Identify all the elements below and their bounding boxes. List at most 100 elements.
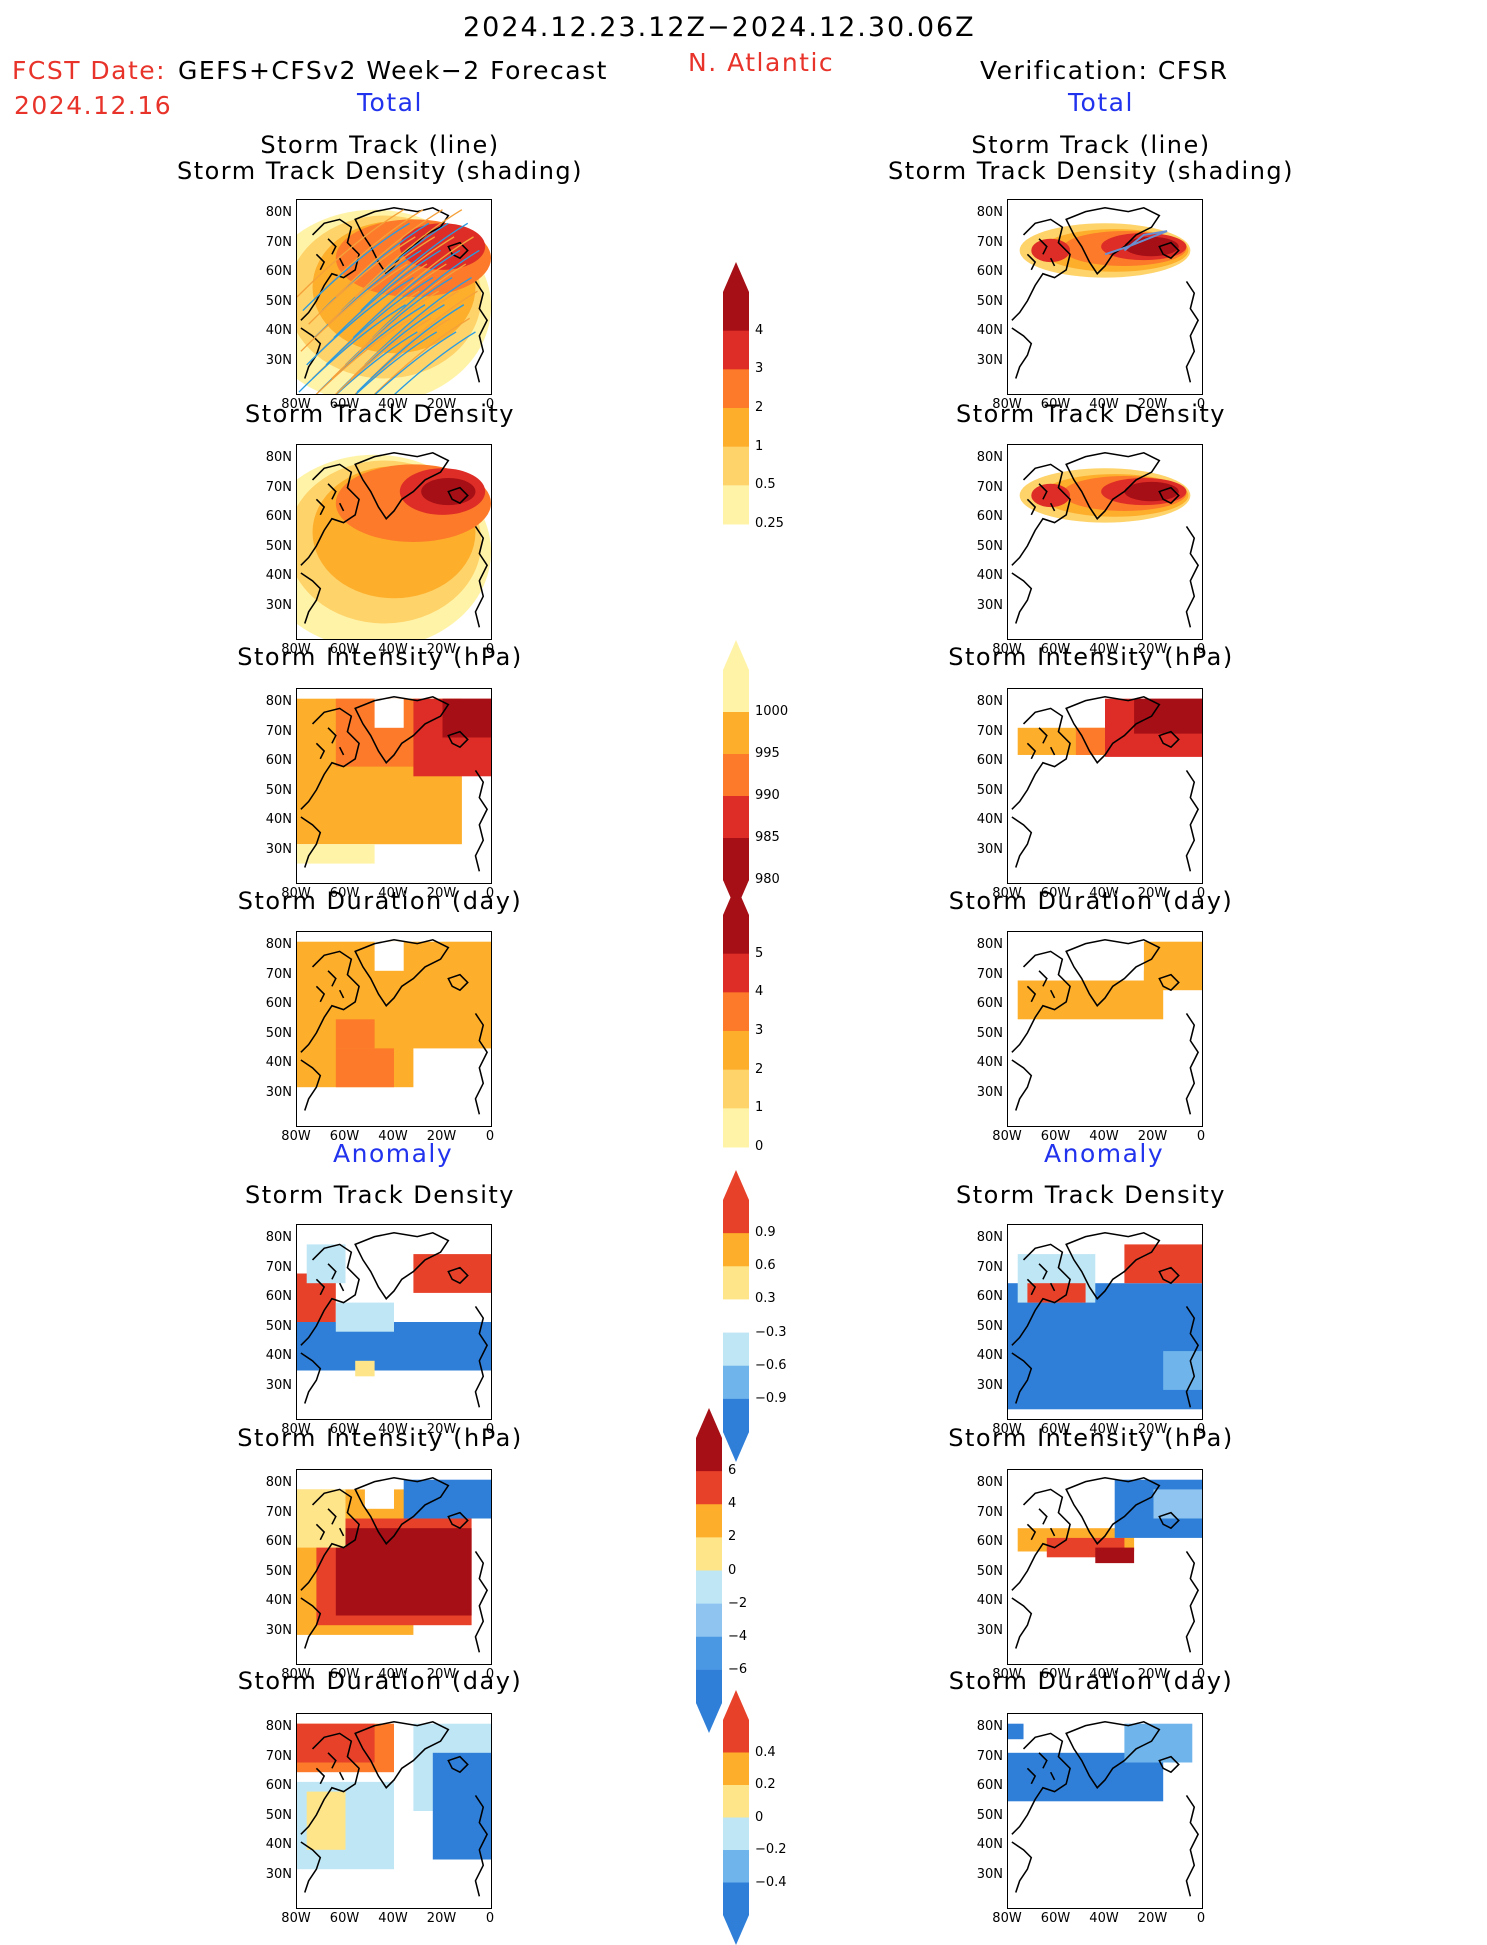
right-density-map-lat-label: 40N xyxy=(976,568,1003,583)
left-anom-intensity-map xyxy=(296,1469,492,1665)
left-anom-duration-map-lon-label: 80W xyxy=(281,1911,311,1926)
left-duration-map-coastline-1 xyxy=(354,938,450,1007)
left-duration-map-svg xyxy=(297,938,491,1115)
track-line xyxy=(315,317,412,394)
track-line xyxy=(306,277,414,366)
right-anom-intensity-map-coastline-0 xyxy=(1011,1488,1071,1591)
right-anom-duration-map-lon-label: 80W xyxy=(992,1911,1022,1926)
track-line xyxy=(297,209,405,298)
left-anom-duration-map-coastline-1 xyxy=(354,1720,450,1789)
right-anom-density-map-lat-label: 30N xyxy=(976,1377,1003,1393)
colorbar-duration-swatch xyxy=(723,953,749,993)
right-anom-intensity-map-coastline-3 xyxy=(1185,1551,1200,1653)
left-duration-map-lat-label: 40N xyxy=(265,1055,292,1070)
right-anom-intensity-map-lon-label: 40W xyxy=(1089,1667,1119,1682)
right-anom-density-map-shade-1 xyxy=(1124,1244,1202,1284)
right-density-map-lat-label: 60N xyxy=(976,509,1003,524)
left-anom-duration-map-lon-label: 0 xyxy=(485,1911,495,1926)
left-track-map-lat-label: 80N xyxy=(265,205,292,220)
left-anom-intensity-map-shade-2 xyxy=(335,1528,472,1616)
left-anom-density-map-lon-label: 40W xyxy=(378,1422,408,1437)
colorbar-anom_duration-label: −0.4 xyxy=(755,1874,787,1890)
right-anom-intensity-map-lon-label: 0 xyxy=(1196,1667,1206,1682)
left-density-map-lon-label: 20W xyxy=(426,642,457,657)
colorbar-anom_duration-label: 0.4 xyxy=(755,1744,776,1760)
right-track-map-coastline-2 xyxy=(1011,327,1033,379)
left-intensity-map-coastline-3 xyxy=(474,770,489,872)
right-intensity-map-coastline-0 xyxy=(1011,707,1071,810)
colorbar-anom_density-label: −0.9 xyxy=(755,1390,787,1406)
right-density-map-lat-label: 80N xyxy=(976,450,1003,465)
right-track-map-coastline-4 xyxy=(1158,241,1180,260)
left-track-map-coastline-3 xyxy=(474,281,489,383)
right-intensity-map-coastline-1 xyxy=(1065,695,1161,764)
colorbar-anom_duration-top-arrow xyxy=(723,1690,749,1720)
right-duration-map-coastline-2 xyxy=(1011,1059,1033,1111)
right-anom-intensity-map-lat-label: 50N xyxy=(976,1563,1003,1579)
left-track-map-coastline-0 xyxy=(300,218,360,321)
left-duration-map-lon-label: 40W xyxy=(378,1129,408,1144)
left-intensity-map-svg xyxy=(297,695,491,872)
left-anom-duration-map xyxy=(296,1713,492,1909)
colorbar-intensity-swatch xyxy=(723,712,749,755)
right-track-map-lon-label: 60W xyxy=(1040,397,1071,412)
left-intensity-title: Storm Intensity (hPa) xyxy=(237,643,523,671)
colorbar-intensity-label: 980 xyxy=(755,872,780,887)
left-duration-map-coastline-3 xyxy=(474,1013,489,1115)
track-line xyxy=(335,209,443,298)
colorbar-duration-label: 2 xyxy=(755,1061,764,1077)
track-line xyxy=(394,331,476,394)
left-anom-duration-map-lat-label: 30N xyxy=(265,1866,292,1882)
left-track-map xyxy=(296,199,492,395)
right-duration-title: Storm Duration (day) xyxy=(948,887,1234,915)
colorbar-duration-label: 5 xyxy=(755,945,764,961)
left-track-map-svg xyxy=(297,206,491,394)
left-duration-title: Storm Duration (day) xyxy=(237,887,523,915)
right-intensity-map-lon-label: 0 xyxy=(1196,886,1206,901)
colorbar-duration-label: 4 xyxy=(755,984,764,1000)
left-duration-map-shade-4 xyxy=(335,1019,375,1049)
right-anomaly-heading: Anomaly xyxy=(1044,1139,1165,1168)
right-anom-intensity-map-lon-label: 20W xyxy=(1137,1667,1168,1682)
left-anom-density-map-lat-label: 80N xyxy=(265,1230,292,1245)
right-duration-map xyxy=(1007,931,1203,1127)
track-line xyxy=(308,236,416,325)
right-density-map-shade-4 xyxy=(1124,481,1179,502)
track-line xyxy=(298,304,406,393)
left-duration-map-coastline-5 xyxy=(315,970,345,1003)
right-track-line-title: Storm Track (line) xyxy=(971,131,1211,159)
right-intensity-map-coastline-4 xyxy=(1158,730,1180,749)
right-intensity-map-lat-label: 50N xyxy=(976,782,1003,798)
colorbar-density-swatch xyxy=(723,330,749,370)
right-duration-map-lon-label: 60W xyxy=(1040,1129,1071,1144)
left-intensity-map-coastline-2 xyxy=(300,816,322,868)
left-intensity-map-lon-label: 60W xyxy=(329,886,360,901)
left-density-title: Storm Track Density xyxy=(245,400,515,428)
colorbar-duration-top-arrow xyxy=(723,885,749,915)
right-density-map-lon-label: 40W xyxy=(1089,642,1119,657)
left-anom-density-map-shade-4 xyxy=(355,1360,375,1377)
right-anom-intensity-title: Storm Intensity (hPa) xyxy=(948,1424,1234,1452)
colorbar-duration-swatch xyxy=(723,1069,749,1109)
colorbar-intensity-swatch xyxy=(723,754,749,797)
left-intensity-map-lon-label: 40W xyxy=(378,886,408,901)
right-track-map-lat-label: 70N xyxy=(976,234,1003,250)
right-duration-map-lat-label: 50N xyxy=(976,1025,1003,1041)
right-anom-duration-map-lon-label: 20W xyxy=(1137,1911,1168,1926)
left-track-map-coastline-4 xyxy=(447,241,469,260)
right-anom-intensity-map-lon-label: 60W xyxy=(1040,1667,1071,1682)
colorbar-anom_duration-swatch xyxy=(723,1850,749,1883)
right-anom-duration-map-coastline-1 xyxy=(1065,1720,1161,1789)
colorbar-anom_density-label: 0.9 xyxy=(755,1225,776,1241)
left-track-map-lat-label: 40N xyxy=(265,323,292,338)
left-anomaly-heading: Anomaly xyxy=(333,1139,454,1168)
right-track-map xyxy=(1007,199,1203,395)
left-duration-map-coastline-2 xyxy=(300,1059,322,1111)
right-anom-density-map-lat-label: 80N xyxy=(976,1230,1003,1245)
track-line xyxy=(355,331,438,394)
left-anom-density-map-coastline-5 xyxy=(315,1263,345,1296)
colorbar-duration-swatch xyxy=(723,1108,749,1148)
left-density-map-lat-label: 40N xyxy=(265,568,292,583)
colorbar-anom_intensity-swatch xyxy=(696,1471,722,1505)
colorbar-anom_density-label: 0.3 xyxy=(755,1291,776,1307)
